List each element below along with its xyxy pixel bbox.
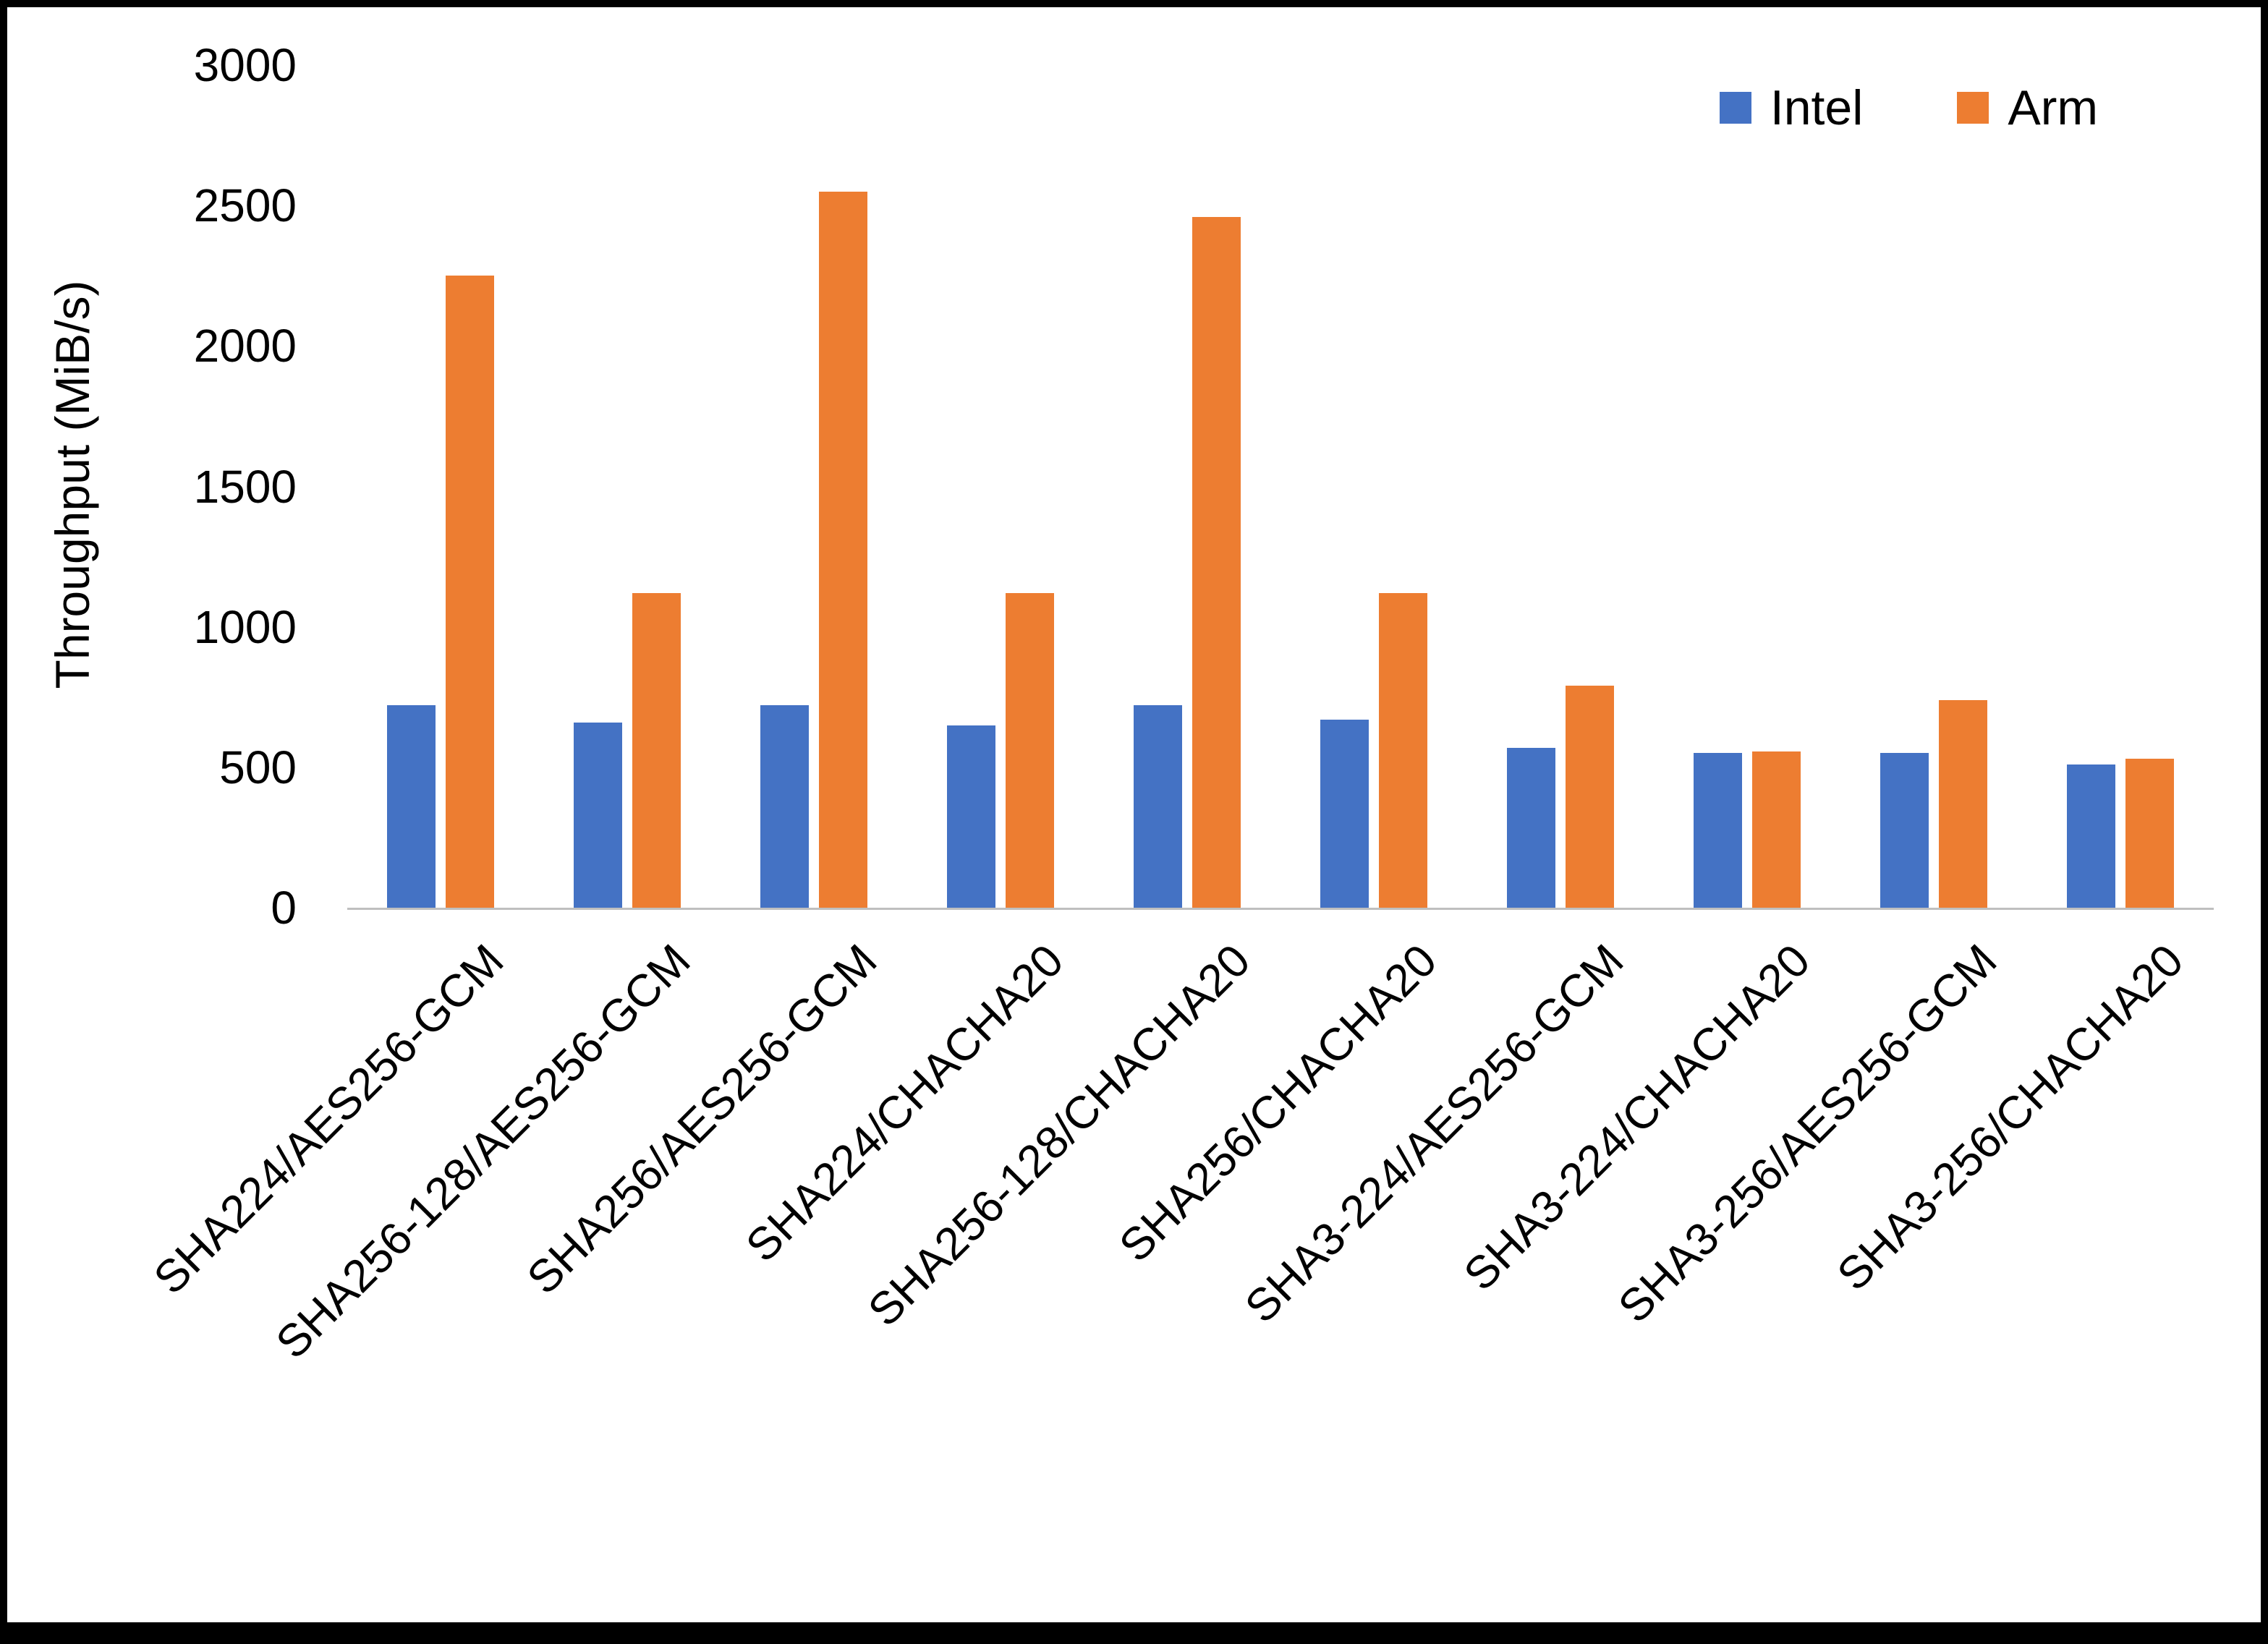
bar-group — [2027, 65, 2214, 908]
x-category-label: SHA224/CHACHA20 — [736, 934, 1074, 1272]
bar-group — [534, 65, 721, 908]
y-tick-label: 500 — [219, 741, 297, 793]
y-tick-label: 2500 — [193, 179, 297, 231]
bar — [574, 723, 622, 908]
bar-group — [721, 65, 907, 908]
bar-group — [347, 65, 534, 908]
x-category-label: SHA224/AES256-GCM — [144, 934, 514, 1304]
bar-group — [1467, 65, 1654, 908]
bar — [387, 705, 436, 908]
legend-label-arm: Arm — [2008, 80, 2098, 135]
arm-swatch-icon — [1957, 92, 1989, 124]
legend-item-intel: Intel — [1719, 80, 1864, 136]
x-category-label: SHA256-128/CHACHA20 — [858, 934, 1260, 1337]
bar-group — [907, 65, 1094, 908]
intel-swatch-icon — [1719, 92, 1751, 124]
bar — [1939, 700, 1987, 908]
x-category-label: SHA3-256/CHACHA20 — [1827, 934, 2193, 1300]
bar — [1379, 593, 1427, 908]
x-category-label: SHA256/CHACHA20 — [1109, 934, 1447, 1272]
y-axis-ticks: 0 500 1000 1500 2000 2500 3000 — [7, 39, 318, 934]
x-category-label: SHA3-224/AES256-GCM — [1235, 934, 1634, 1333]
legend-label-intel: Intel — [1770, 80, 1864, 135]
bar — [1752, 751, 1801, 908]
y-tick-label: 1500 — [193, 461, 297, 513]
bar-group — [1840, 65, 2027, 908]
bar — [2125, 759, 2174, 908]
y-tick-label: 0 — [271, 882, 297, 934]
bar — [1880, 753, 1929, 908]
bar — [446, 276, 494, 908]
bar — [2067, 764, 2115, 908]
bar — [1694, 753, 1742, 908]
legend-item-arm: Arm — [1957, 80, 2098, 136]
bar — [947, 725, 995, 908]
plot-area: Intel Arm — [347, 65, 2214, 910]
x-category-label: SHA3-256/AES256-GCM — [1608, 934, 2007, 1333]
bar-group — [1280, 65, 1467, 908]
y-tick-label: 2000 — [193, 320, 297, 372]
x-category-label: SHA3-224/CHACHA20 — [1454, 934, 1820, 1300]
legend: Intel Arm — [1719, 80, 2098, 136]
bar — [1507, 748, 1555, 908]
y-tick-label: 1000 — [193, 601, 297, 653]
bar-group — [1654, 65, 1840, 908]
bar-group — [1094, 65, 1280, 908]
bar — [1006, 593, 1054, 908]
bar — [1192, 217, 1241, 908]
bar — [1320, 720, 1369, 908]
bar — [760, 705, 809, 908]
bar — [1134, 705, 1182, 908]
y-tick-label: 3000 — [193, 39, 297, 91]
bar — [632, 593, 681, 908]
x-axis-labels: SHA224/AES256-GCM SHA256-128/AES256-GCM SH… — [144, 913, 2214, 1477]
bar — [1566, 686, 1614, 908]
bar — [819, 192, 867, 908]
x-category-label: SHA256/AES256-GCM — [517, 934, 887, 1304]
